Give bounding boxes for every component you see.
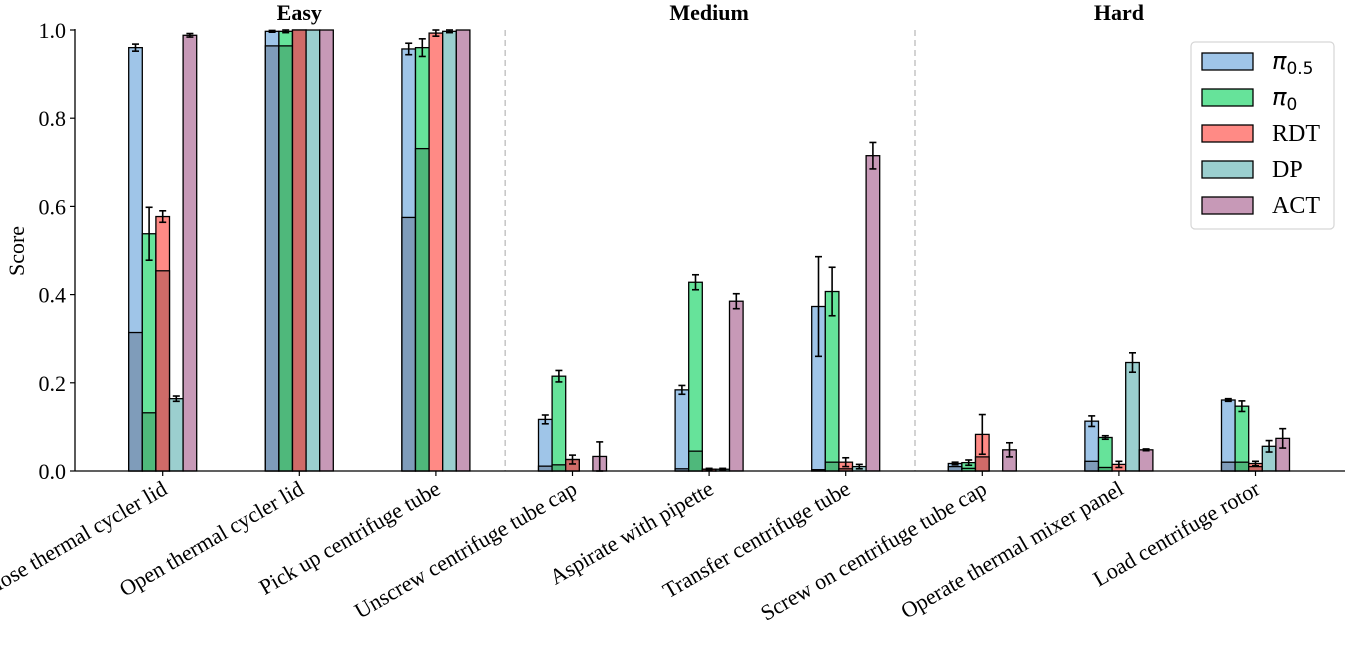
bar-full-success-segment: [401, 216, 417, 472]
y-tick-label: 0.4: [39, 283, 67, 308]
bar-DP-0: [168, 398, 184, 472]
legend-label: DP: [1272, 157, 1303, 183]
legend-swatch: [1201, 52, 1254, 71]
bar-full-success-segment: [414, 147, 430, 472]
group-label: Medium: [669, 0, 748, 25]
bar-full-success-segment: [141, 412, 157, 472]
bar-ACT-0: [182, 34, 198, 472]
y-tick-label: 0.0: [39, 459, 67, 484]
bar-full-success-segment: [974, 456, 990, 472]
x-tick-label: Operate thermal mixer panel: [896, 476, 1127, 624]
bar-full-success-segment: [1084, 460, 1100, 472]
y-axis-label: Score: [4, 226, 29, 276]
bar-0-7: [1097, 436, 1113, 472]
bar-05-3: [537, 418, 553, 472]
bar-ACT-2: [455, 29, 471, 472]
x-tick-label: Unscrew centrifuge tube cap: [350, 476, 581, 624]
bar-0-3: [551, 375, 567, 472]
bar-full-success-segment: [155, 270, 171, 472]
bar-ACT-5: [865, 155, 881, 472]
legend-swatch: [1201, 88, 1254, 107]
y-tick-label: 0.8: [39, 106, 67, 131]
bar-0-8: [1234, 405, 1250, 472]
bar-ACT-7: [1138, 449, 1154, 472]
bar-05-4: [674, 389, 690, 472]
bar-full-success-segment: [824, 461, 840, 472]
bar-full-success-segment: [1248, 465, 1263, 472]
bar-ACT-4: [728, 300, 744, 472]
legend-swatch: [1201, 160, 1254, 179]
x-tick-label: Screw on centrifuge tube cap: [756, 476, 991, 626]
y-tick-label: 0.6: [39, 194, 67, 219]
legend: π0.5 π0 RDT DP ACT: [1190, 41, 1335, 230]
legend-swatch: [1201, 124, 1254, 143]
legend-label: π0: [1272, 83, 1297, 115]
bar-DP-2: [442, 30, 457, 472]
bar-ACT-1: [319, 29, 334, 472]
bar-full-success-segment: [278, 45, 294, 472]
bar-DP-1: [305, 29, 321, 472]
bar-RDT-2: [428, 32, 444, 472]
bar-full-success-segment: [264, 45, 280, 472]
legend-swatch: [1201, 196, 1254, 215]
legend-label: RDT: [1272, 121, 1320, 147]
bar-0-4: [688, 281, 703, 472]
bar-0-5: [824, 290, 840, 472]
bar-full-success-segment: [291, 29, 307, 472]
bar-full-success-segment: [551, 464, 567, 472]
legend-label: ACT: [1272, 193, 1320, 219]
bar-full-success-segment: [947, 465, 963, 472]
group-label: Hard: [1094, 0, 1144, 25]
bar-full-success-segment: [537, 465, 553, 472]
y-tick-label: 0.2: [39, 371, 67, 396]
bar-DP-7: [1125, 361, 1140, 472]
bar-full-success-segment: [128, 331, 143, 472]
bar-full-success-segment: [1220, 461, 1236, 472]
bar-full-success-segment: [1234, 461, 1250, 472]
bars-layer: [128, 29, 1291, 472]
group-label: Easy: [277, 0, 322, 25]
bar-full-success-segment: [688, 450, 703, 472]
bar-05-8: [1220, 399, 1236, 472]
legend-label: π0.5: [1272, 47, 1314, 79]
y-tick-label: 1.0: [39, 18, 67, 43]
